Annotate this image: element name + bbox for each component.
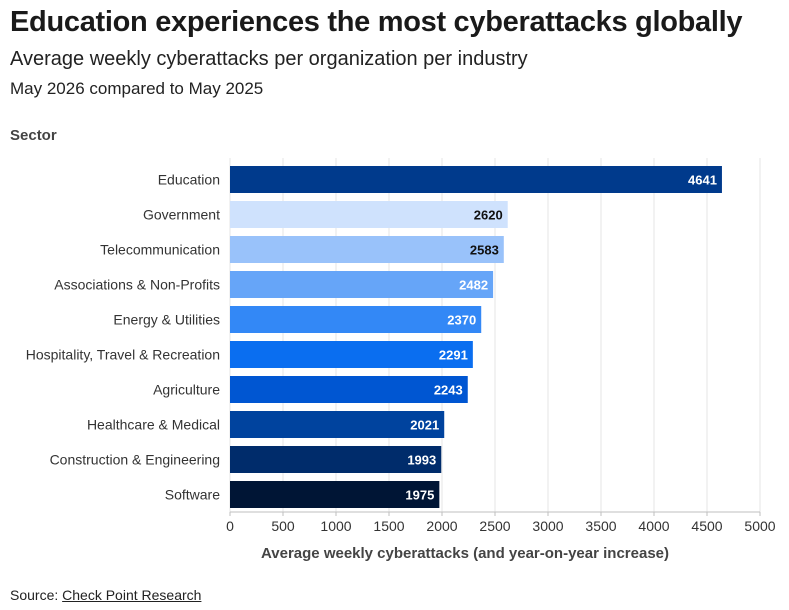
chart-subtitle: Average weekly cyberattacks per organiza… xyxy=(10,48,528,70)
bar xyxy=(230,306,482,333)
category-label: Energy & Utilities xyxy=(113,312,220,328)
tick-label: 1000 xyxy=(320,518,351,534)
tick-label: 1500 xyxy=(373,518,404,534)
source-link[interactable]: Check Point Research xyxy=(62,587,202,603)
category-label: Software xyxy=(165,487,220,503)
bar xyxy=(230,236,504,263)
source-prefix: Source: xyxy=(10,587,63,603)
data-label: 2021 xyxy=(410,418,439,433)
tick-label: 3000 xyxy=(532,518,563,534)
data-label: 2243 xyxy=(434,383,463,398)
bar xyxy=(230,201,508,228)
chart-date-range: May 2026 compared to May 2025 xyxy=(10,79,264,98)
tick-label: 4500 xyxy=(691,518,722,534)
x-axis-title: Average weekly cyberattacks (and year-on… xyxy=(261,545,669,562)
bar xyxy=(230,411,445,438)
data-label: 4641 xyxy=(688,173,717,188)
tick-label: 4000 xyxy=(638,518,669,534)
source-note: Source: Check Point Research xyxy=(10,587,201,603)
bar xyxy=(230,271,494,298)
category-label: Healthcare & Medical xyxy=(87,417,220,433)
bar xyxy=(230,341,473,368)
bar xyxy=(230,166,722,193)
data-label: 2620 xyxy=(474,208,503,223)
data-label: 2291 xyxy=(439,348,468,363)
data-label: 1975 xyxy=(405,488,434,503)
category-label: Associations & Non-Profits xyxy=(54,277,220,293)
bar xyxy=(230,446,442,473)
data-label: 2482 xyxy=(459,278,488,293)
chart-title: Education experiences the most cyberatta… xyxy=(10,6,743,38)
data-label: 2370 xyxy=(447,313,476,328)
category-label: Construction & Engineering xyxy=(50,452,220,468)
bar-chart: Education 4641 Government 2620 Telecommunica… xyxy=(26,158,776,562)
category-label: Telecommunication xyxy=(100,242,220,258)
bar xyxy=(230,481,440,508)
data-label: 1993 xyxy=(407,453,436,468)
bar xyxy=(230,376,468,403)
tick-label: 2500 xyxy=(479,518,510,534)
tick-label: 500 xyxy=(271,518,295,534)
data-label: 2583 xyxy=(470,243,499,258)
category-label: Hospitality, Travel & Recreation xyxy=(26,347,220,363)
tick-label: 5000 xyxy=(744,518,775,534)
y-axis-title: Sector xyxy=(10,127,57,144)
tick-label: 3500 xyxy=(585,518,616,534)
tick-label: 2000 xyxy=(426,518,457,534)
category-label: Education xyxy=(158,172,220,188)
category-label: Agriculture xyxy=(153,382,220,398)
category-label: Government xyxy=(143,207,220,223)
tick-label: 0 xyxy=(226,518,234,534)
